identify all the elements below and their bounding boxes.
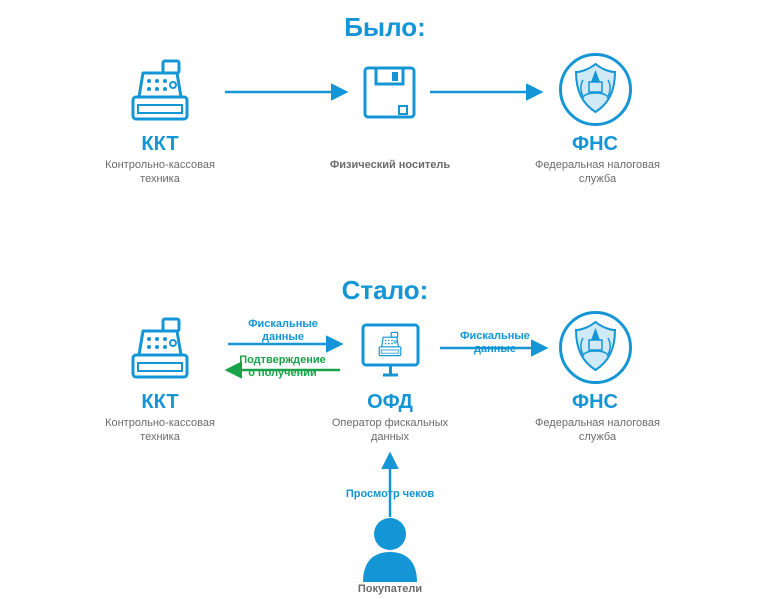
arrows-after bbox=[0, 0, 770, 599]
person-icon bbox=[355, 512, 425, 582]
arrow-label-buyer-to-ofd: Просмотр чеков bbox=[340, 488, 440, 501]
node-sub-buyer: Покупатели bbox=[340, 582, 440, 596]
arrow-label-kkt-to-ofd: Фискальные данные bbox=[238, 318, 328, 344]
arrow-label-ofd-to-fns: Фискальные данные bbox=[455, 330, 535, 356]
arrow-label-ofd-to-kkt: Подтверждение о получении bbox=[230, 354, 335, 380]
